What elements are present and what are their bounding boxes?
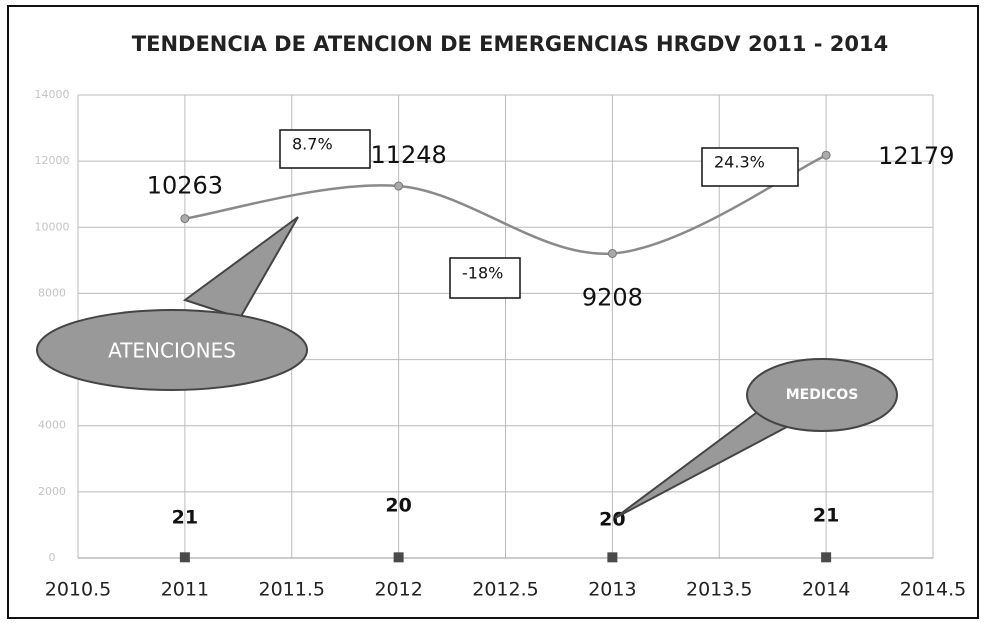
series-line <box>184 154 827 255</box>
y-tick-label: 8000 <box>38 286 66 299</box>
y-tick-label: 2000 <box>38 485 66 498</box>
x-tick-label: 2011 <box>161 579 209 601</box>
callout <box>182 216 299 320</box>
point <box>179 552 190 563</box>
point <box>180 214 190 224</box>
x-tick-label: 2013.5 <box>686 579 752 601</box>
data-label: 12179 <box>878 142 954 170</box>
annotation: 24.3% <box>714 153 765 172</box>
data-label: 9208 <box>582 283 643 311</box>
annotation: -18% <box>462 264 503 283</box>
legend-label: MEDICOS <box>786 387 859 403</box>
data-label: 21 <box>172 507 198 529</box>
point <box>821 552 832 563</box>
point <box>821 150 831 160</box>
point <box>393 552 404 563</box>
x-tick-label: 2013 <box>588 579 636 601</box>
x-tick-label: 2012.5 <box>472 579 538 601</box>
y-tick-label: 12000 <box>35 154 70 167</box>
x-tick-label: 2011.5 <box>259 579 325 601</box>
annotation: 8.7% <box>292 135 333 154</box>
x-tick-label: 2012 <box>374 579 422 601</box>
point <box>607 552 618 563</box>
x-tick-label: 2014 <box>802 579 850 601</box>
frame <box>7 5 979 619</box>
callout <box>36 309 308 391</box>
annotation-box <box>701 147 799 187</box>
annotation-box <box>279 129 371 169</box>
data-label: 20 <box>599 509 625 531</box>
y-tick-label: 4000 <box>38 419 66 432</box>
data-label: 20 <box>385 495 411 517</box>
y-tick-label: 0 <box>49 551 56 564</box>
point <box>394 181 404 191</box>
chart-title: TENDENCIA DE ATENCION DE EMERGENCIAS HRG… <box>131 32 889 56</box>
data-label: 21 <box>813 505 839 527</box>
x-tick-label: 2010.5 <box>45 579 111 601</box>
y-tick-label: 14000 <box>35 88 70 101</box>
annotation-box <box>449 257 521 299</box>
data-label: 11248 <box>370 141 446 169</box>
legend-label: ATENCIONES <box>108 339 236 363</box>
y-tick-label: 10000 <box>35 220 70 233</box>
callout <box>746 358 898 432</box>
point <box>607 248 617 258</box>
x-tick-label: 2014.5 <box>900 579 966 601</box>
data-label: 10263 <box>147 172 223 200</box>
